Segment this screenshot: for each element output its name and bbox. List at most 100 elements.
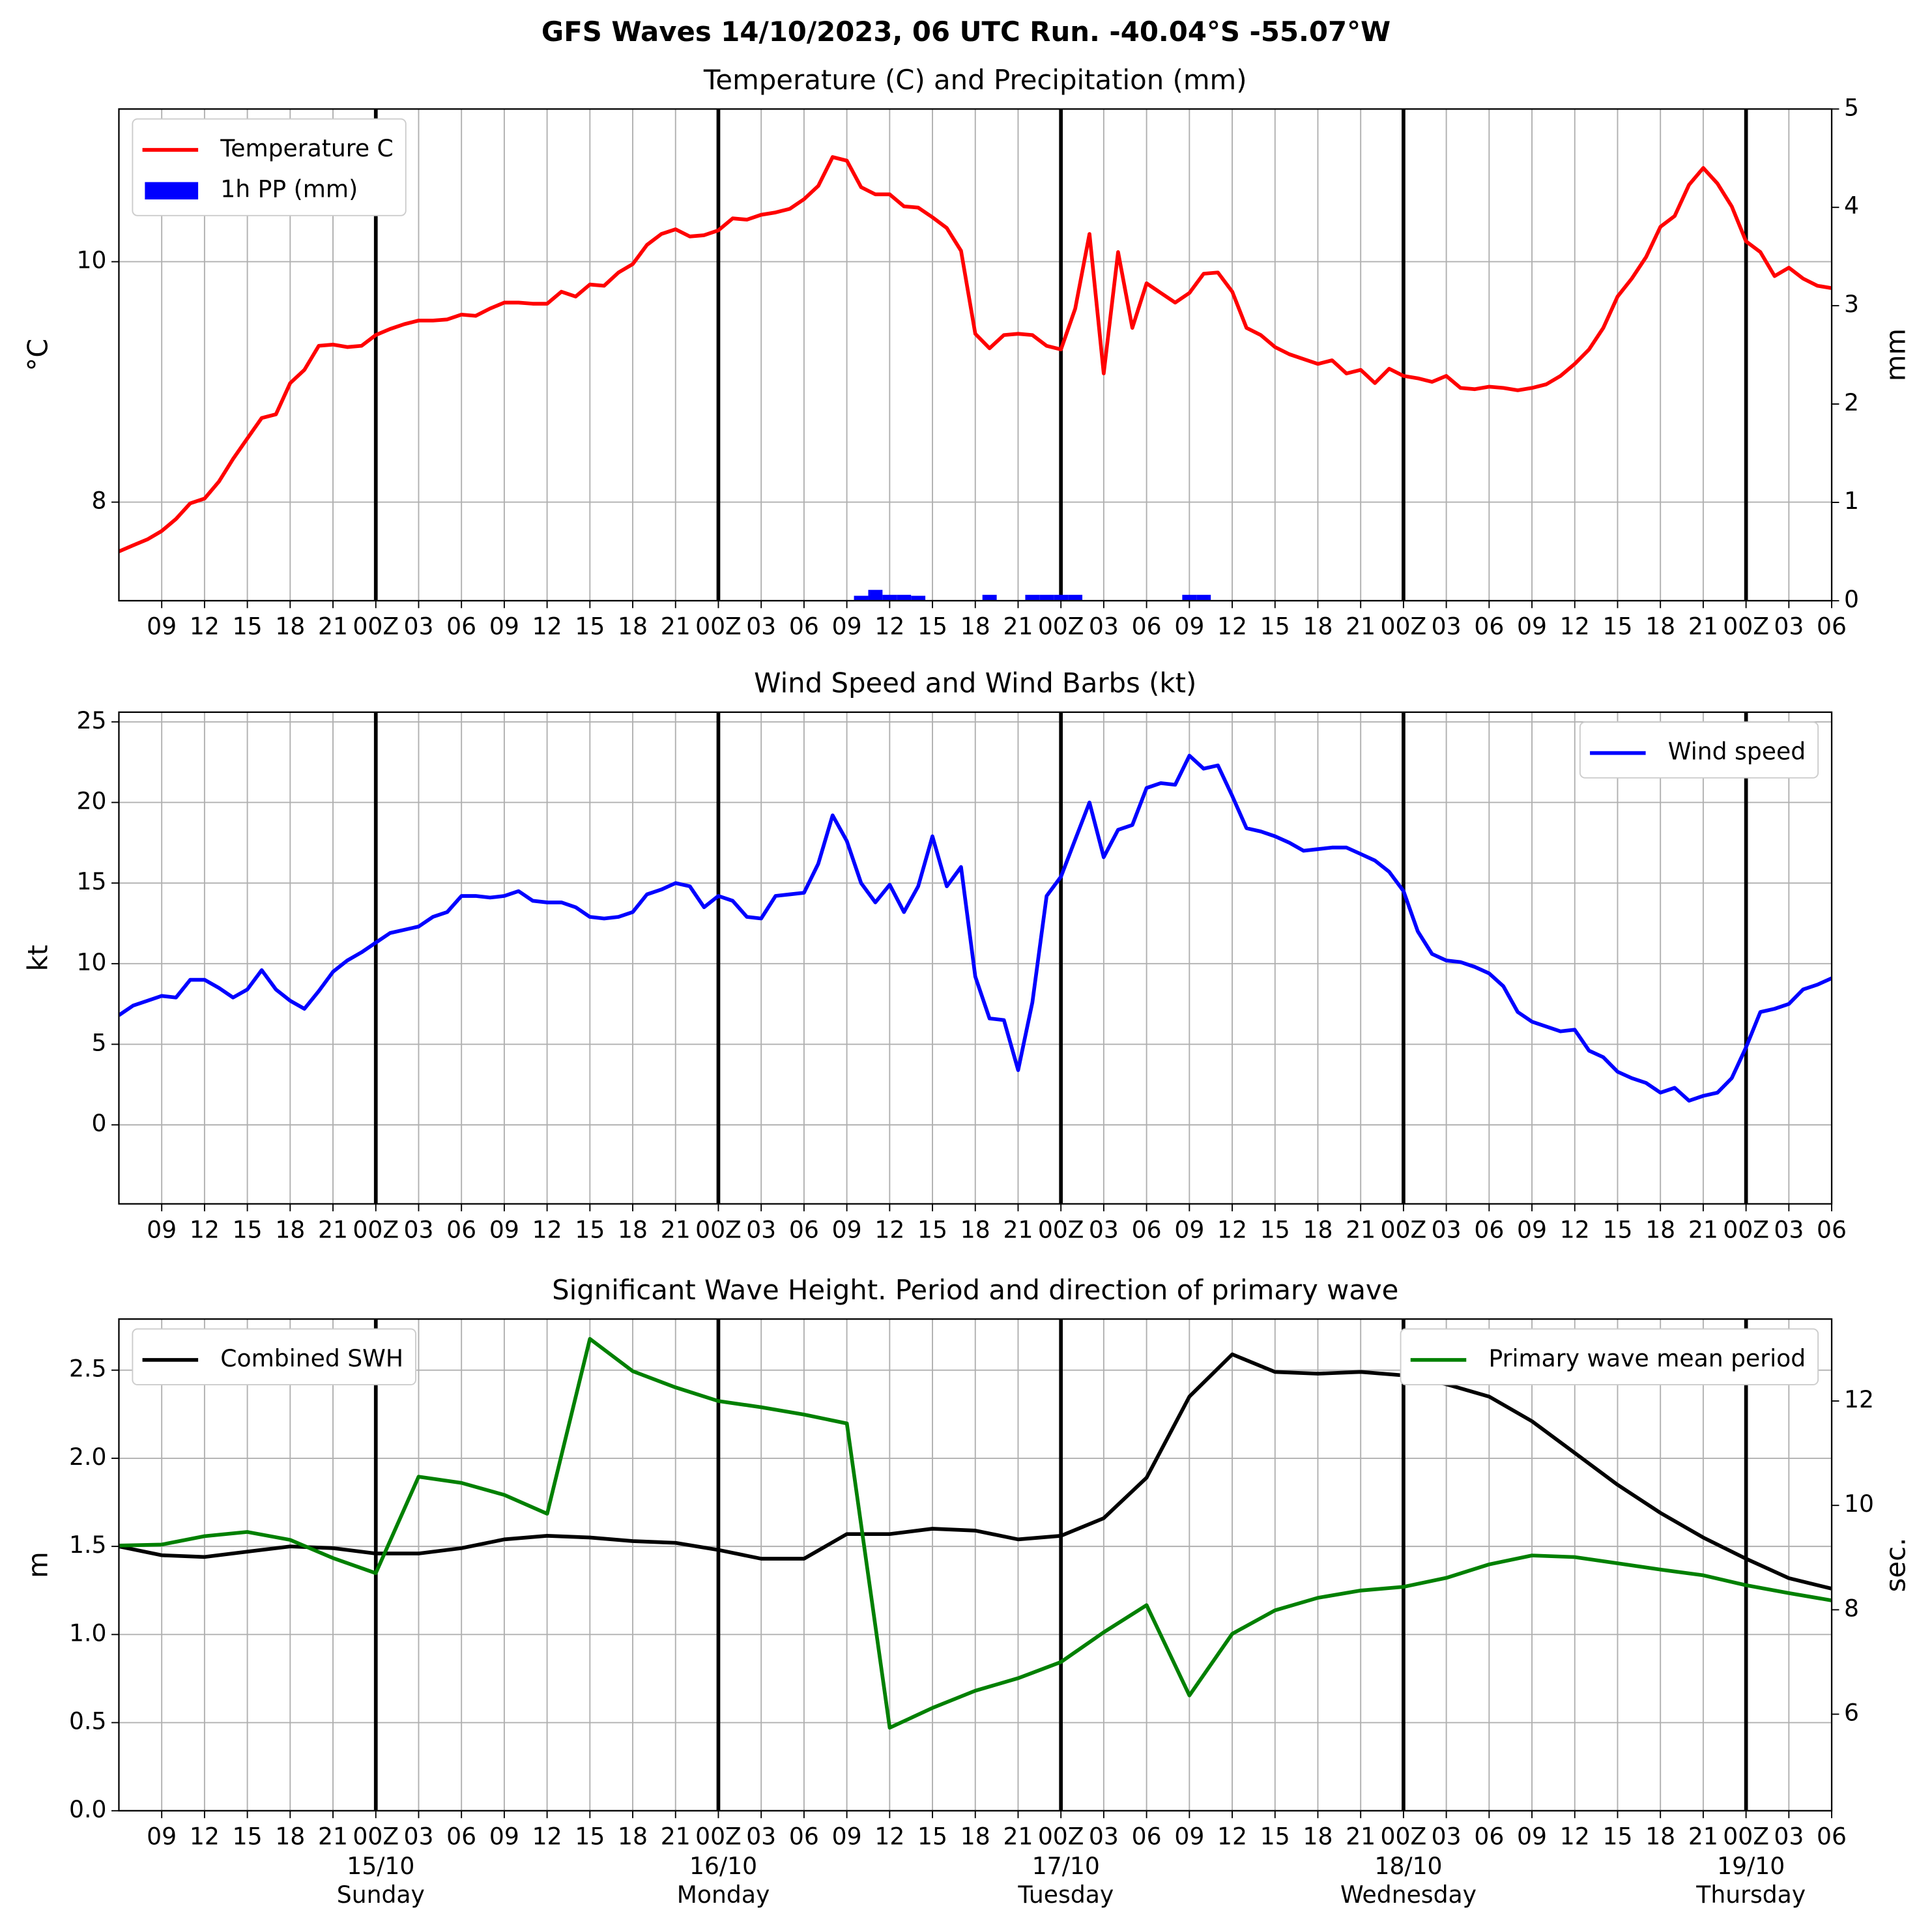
x-tick-label: 21: [1688, 613, 1718, 641]
bar: [911, 596, 926, 601]
x-tick-label: 12: [874, 1215, 904, 1243]
x-tick-label: 18: [960, 1215, 990, 1243]
main-title: GFS Waves 14/10/2023, 06 UTC Run. -40.04…: [541, 16, 1391, 48]
x-tick-label: 03: [1432, 613, 1462, 641]
x-tick-label: 03: [1774, 1215, 1804, 1243]
x-tick-label: 12: [1560, 1215, 1590, 1243]
x-tick-label: 21: [1346, 1215, 1376, 1243]
chart-title: Wind Speed and Wind Barbs (kt): [754, 667, 1196, 699]
y-axis-label: m: [22, 1552, 53, 1578]
date-label: 16/10: [689, 1852, 757, 1880]
x-tick-label: 12: [190, 1215, 220, 1243]
x-tick-label: 09: [1174, 613, 1204, 641]
x-tick-label: 09: [832, 613, 862, 641]
x-tick-label: 00Z: [1723, 1215, 1769, 1243]
x-tick-label: 06: [446, 1215, 476, 1243]
x-tick-label: 18: [1645, 613, 1675, 641]
y2-tick-label: 8: [1844, 1594, 1859, 1622]
bar: [1068, 594, 1083, 601]
legend: Wind speed: [1579, 721, 1819, 779]
x-tick-label: 03: [403, 1215, 433, 1243]
x-tick-label: 18: [1303, 1215, 1333, 1243]
y-tick-label: 0.5: [69, 1707, 106, 1735]
x-tick-label: 00Z: [1381, 1215, 1427, 1243]
x-tick-label: 00Z: [695, 1823, 742, 1851]
y2-tick-label: 2: [1844, 388, 1859, 416]
x-tick-label: 09: [1174, 1215, 1204, 1243]
x-tick-label: 18: [618, 1215, 648, 1243]
legend: Combined SWH: [132, 1328, 416, 1385]
x-tick-label: 18: [960, 1823, 990, 1851]
bar: [1182, 594, 1197, 601]
bar: [982, 594, 997, 601]
x-tick-label: 18: [275, 613, 305, 641]
x-tick-label: 12: [1560, 1823, 1590, 1851]
y-tick-label: 10: [77, 246, 107, 274]
x-tick-label: 03: [746, 1215, 776, 1243]
x-tick-label: 00Z: [1381, 1823, 1427, 1851]
x-tick-label: 00Z: [353, 1215, 399, 1243]
x-tick-label: 09: [1517, 1215, 1547, 1243]
series-line: [119, 1336, 1832, 1730]
y-tick-label: 1.5: [69, 1531, 106, 1559]
y-axis-label: °C: [22, 339, 53, 371]
x-tick-label: 06: [789, 1215, 819, 1243]
x-tick-label: 00Z: [1038, 1215, 1084, 1243]
bar: [854, 596, 869, 601]
x-tick-label: 21: [661, 1215, 691, 1243]
legend-box: [1579, 721, 1819, 779]
x-tick-label: 03: [1089, 613, 1119, 641]
x-tick-label: 06: [1132, 613, 1162, 641]
y-tick-label: 2.0: [69, 1443, 106, 1471]
x-tick-label: 00Z: [1723, 613, 1769, 641]
x-tick-label: 21: [318, 1823, 348, 1851]
bar: [897, 594, 912, 601]
x-tick-label: 00Z: [695, 613, 742, 641]
y2-tick-label: 3: [1844, 290, 1859, 318]
y-tick-label: 1.0: [69, 1619, 106, 1647]
x-tick-label: 21: [318, 1215, 348, 1243]
x-tick-label: 15: [1602, 613, 1632, 641]
x-tick-label: 00Z: [1381, 613, 1427, 641]
x-tick-label: 18: [275, 1823, 305, 1851]
x-tick-label: 06: [1474, 1823, 1504, 1851]
x-tick-label: 06: [789, 1823, 819, 1851]
x-tick-label: 09: [832, 1215, 862, 1243]
x-tick-label: 06: [789, 613, 819, 641]
x-tick-label: 21: [1003, 1823, 1033, 1851]
x-tick-label: 03: [746, 613, 776, 641]
legend-label: Combined SWH: [220, 1344, 403, 1372]
y2-tick-label: 6: [1844, 1699, 1859, 1727]
x-tick-label: 06: [1132, 1823, 1162, 1851]
x-tick-label: 03: [746, 1823, 776, 1851]
x-tick-label: 06: [1474, 613, 1504, 641]
x-tick-label: 21: [1346, 613, 1376, 641]
x-tick-label: 00Z: [1038, 1823, 1084, 1851]
x-tick-label: 21: [1003, 1215, 1033, 1243]
x-tick-label: 15: [575, 1215, 605, 1243]
y-tick-label: 20: [77, 787, 107, 815]
x-tick-label: 15: [1602, 1823, 1632, 1851]
y2-tick-label: 12: [1844, 1385, 1874, 1413]
x-tick-label: 03: [1432, 1823, 1462, 1851]
legend-label: Wind speed: [1668, 738, 1806, 766]
x-tick-label: 15: [233, 613, 263, 641]
x-tick-label: 15: [1260, 1215, 1290, 1243]
y2-tick-label: 1: [1844, 487, 1859, 515]
date-label: 18/10: [1374, 1852, 1442, 1880]
x-tick-label: 18: [960, 613, 990, 641]
y2-tick-label: 5: [1844, 93, 1859, 121]
x-tick-label: 18: [1303, 1823, 1333, 1851]
x-tick-label: 12: [874, 1823, 904, 1851]
series-line: [119, 1352, 1832, 1591]
x-tick-label: 21: [661, 1823, 691, 1851]
x-tick-label: 03: [1089, 1823, 1119, 1851]
x-tick-label: 21: [661, 613, 691, 641]
bar: [882, 594, 897, 601]
day-label: Wednesday: [1340, 1881, 1477, 1909]
x-tick-label: 15: [917, 613, 947, 641]
plot-frame: [118, 1318, 1833, 1812]
x-tick-label: 12: [1217, 1215, 1247, 1243]
x-tick-label: 00Z: [353, 1823, 399, 1851]
x-tick-label: 09: [147, 1823, 177, 1851]
